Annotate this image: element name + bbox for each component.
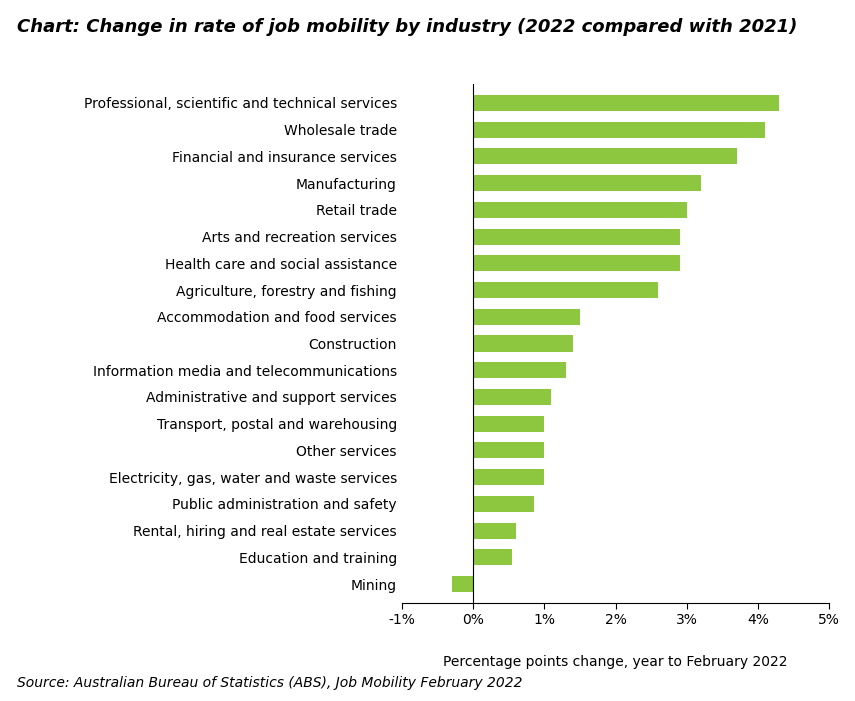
Bar <box>473 121 765 137</box>
Bar <box>473 362 566 379</box>
Bar <box>473 416 545 432</box>
Bar <box>473 149 737 164</box>
Bar <box>473 202 687 218</box>
Bar <box>473 336 573 351</box>
Bar <box>473 95 780 111</box>
Bar <box>473 523 516 538</box>
Bar <box>473 550 512 566</box>
Bar <box>473 442 545 458</box>
Bar <box>473 389 551 405</box>
Text: Percentage points change, year to February 2022: Percentage points change, year to Februa… <box>444 655 787 669</box>
Bar <box>451 576 473 592</box>
Bar <box>473 255 680 271</box>
Bar <box>473 469 545 485</box>
Text: Source: Australian Bureau of Statistics (ABS), Job Mobility February 2022: Source: Australian Bureau of Statistics … <box>17 676 522 690</box>
Bar <box>473 229 680 245</box>
Text: Chart: Change in rate of job mobility by industry (2022 compared with 2021): Chart: Change in rate of job mobility by… <box>17 18 798 36</box>
Bar <box>473 308 580 325</box>
Bar <box>473 496 534 512</box>
Bar <box>473 282 658 298</box>
Bar <box>473 175 701 191</box>
